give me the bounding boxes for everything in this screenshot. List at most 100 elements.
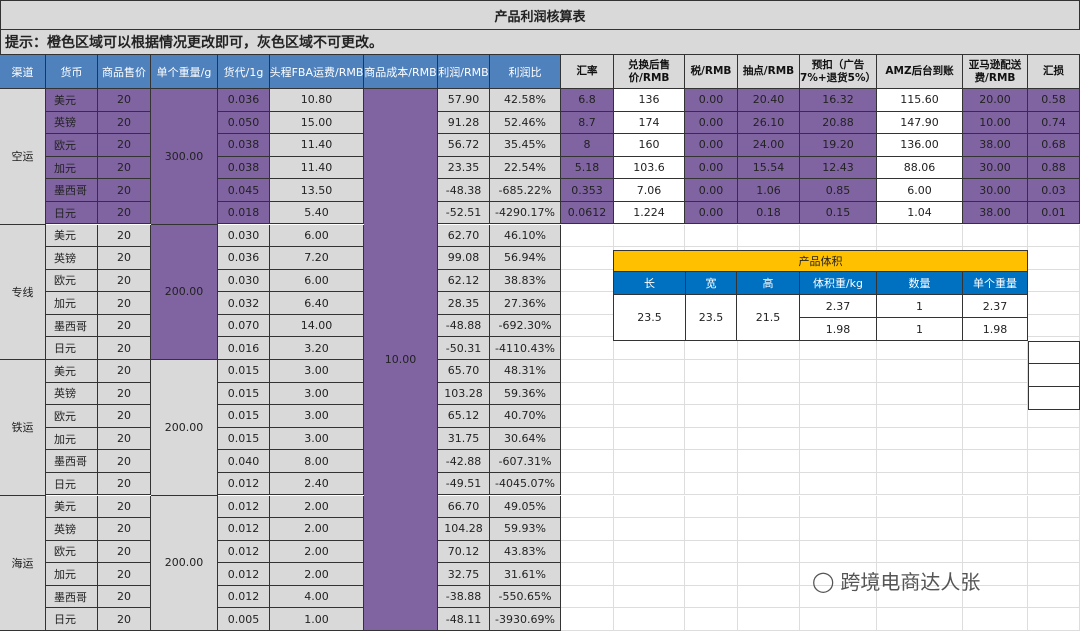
price-cell[interactable]: 20 xyxy=(98,405,151,428)
empty-cell[interactable] xyxy=(1028,518,1080,541)
empty-cell[interactable] xyxy=(877,540,963,564)
profit-cell[interactable]: 66.70 xyxy=(438,495,490,519)
price-cell[interactable]: 20 xyxy=(98,337,151,360)
empty-cell[interactable] xyxy=(1028,247,1080,270)
empty-cell[interactable] xyxy=(963,563,1028,586)
freight-rate-cell[interactable]: 0.012 xyxy=(218,495,270,519)
empty-cell[interactable] xyxy=(1028,450,1080,473)
profit-cell[interactable]: 103.28 xyxy=(438,382,490,406)
column-header[interactable]: 货币 xyxy=(46,55,98,89)
currency-cell[interactable]: 英镑 xyxy=(46,111,98,135)
fba-fee-cell[interactable]: 5.40 xyxy=(270,201,364,225)
empty-cell[interactable] xyxy=(963,540,1028,564)
empty-cell[interactable] xyxy=(561,224,614,248)
empty-cell[interactable] xyxy=(1028,540,1080,564)
empty-cell[interactable] xyxy=(1028,608,1080,631)
converted-price-cell[interactable]: 174 xyxy=(614,111,685,135)
freight-rate-cell[interactable]: 0.050 xyxy=(218,111,270,135)
empty-cell[interactable] xyxy=(963,405,1028,428)
fba-delivery-fee-cell[interactable]: 30.00 xyxy=(963,156,1028,180)
empty-cell[interactable] xyxy=(738,608,800,631)
empty-cell[interactable] xyxy=(738,540,800,564)
empty-cell[interactable] xyxy=(800,518,877,541)
empty-cell[interactable] xyxy=(614,495,685,519)
fba-fee-cell[interactable]: 13.50 xyxy=(270,179,364,202)
empty-cell[interactable] xyxy=(685,608,738,631)
exchange-rate-cell[interactable]: 6.8 xyxy=(561,89,614,112)
empty-cell[interactable] xyxy=(561,608,614,631)
commission-cell[interactable]: 0.18 xyxy=(738,201,800,225)
freight-rate-cell[interactable]: 0.012 xyxy=(218,563,270,586)
fba-fee-cell[interactable]: 11.40 xyxy=(270,156,364,180)
profit-cell[interactable]: 56.72 xyxy=(438,134,490,157)
column-header[interactable]: 抽点/RMB xyxy=(738,55,800,89)
empty-cell[interactable] xyxy=(963,427,1028,451)
width-cell[interactable]: 23.5 xyxy=(686,295,737,341)
empty-cell[interactable] xyxy=(877,405,963,428)
empty-cell[interactable] xyxy=(1028,341,1080,364)
empty-cell[interactable] xyxy=(685,450,738,473)
fba-fee-cell[interactable]: 3.00 xyxy=(270,360,364,383)
unit-weight-cell[interactable]: 2.37 xyxy=(963,295,1028,318)
empty-cell[interactable] xyxy=(561,472,614,496)
column-header[interactable]: 税/RMB xyxy=(685,55,738,89)
price-cell[interactable]: 20 xyxy=(98,224,151,248)
profit-ratio-cell[interactable]: 43.83% xyxy=(490,540,561,564)
length-cell[interactable]: 23.5 xyxy=(613,295,686,341)
empty-cell[interactable] xyxy=(1028,427,1080,451)
amz-payout-cell[interactable]: 6.00 xyxy=(877,179,963,202)
quantity-cell[interactable]: 1 xyxy=(877,318,963,341)
exchange-rate-cell[interactable]: 5.18 xyxy=(561,156,614,180)
empty-cell[interactable] xyxy=(738,427,800,451)
withholding-cell[interactable]: 0.15 xyxy=(800,201,877,225)
converted-price-cell[interactable]: 103.6 xyxy=(614,156,685,180)
empty-cell[interactable] xyxy=(963,495,1028,519)
profit-ratio-cell[interactable]: -550.65% xyxy=(490,585,561,609)
profit-ratio-cell[interactable]: 35.45% xyxy=(490,134,561,157)
empty-cell[interactable] xyxy=(963,585,1028,609)
currency-cell[interactable]: 欧元 xyxy=(46,269,98,293)
fba-fee-cell[interactable]: 2.40 xyxy=(270,472,364,496)
converted-price-cell[interactable]: 7.06 xyxy=(614,179,685,202)
profit-ratio-cell[interactable]: -4290.17% xyxy=(490,201,561,225)
empty-cell[interactable] xyxy=(963,224,1028,248)
freight-rate-cell[interactable]: 0.038 xyxy=(218,156,270,180)
price-cell[interactable]: 20 xyxy=(98,585,151,609)
empty-cell[interactable] xyxy=(614,450,685,473)
empty-cell[interactable] xyxy=(877,472,963,496)
commission-cell[interactable]: 20.40 xyxy=(738,89,800,112)
empty-cell[interactable] xyxy=(561,585,614,609)
profit-ratio-cell[interactable]: 52.46% xyxy=(490,111,561,135)
amz-payout-cell[interactable]: 136.00 xyxy=(877,134,963,157)
empty-cell[interactable] xyxy=(614,563,685,586)
empty-cell[interactable] xyxy=(1028,364,1080,387)
fba-fee-cell[interactable]: 11.40 xyxy=(270,134,364,157)
profit-cell[interactable]: 65.70 xyxy=(438,360,490,383)
empty-cell[interactable] xyxy=(685,540,738,564)
price-cell[interactable]: 20 xyxy=(98,427,151,451)
empty-cell[interactable] xyxy=(963,360,1028,383)
empty-cell[interactable] xyxy=(685,585,738,609)
withholding-cell[interactable]: 16.32 xyxy=(800,89,877,112)
freight-rate-cell[interactable]: 0.036 xyxy=(218,247,270,270)
commission-cell[interactable]: 15.54 xyxy=(738,156,800,180)
fba-fee-cell[interactable]: 2.00 xyxy=(270,518,364,541)
empty-cell[interactable] xyxy=(963,608,1028,631)
currency-cell[interactable]: 日元 xyxy=(46,472,98,496)
commission-cell[interactable]: 24.00 xyxy=(738,134,800,157)
fba-fee-cell[interactable]: 1.00 xyxy=(270,608,364,631)
column-header[interactable]: 渠道 xyxy=(0,55,46,89)
empty-cell[interactable] xyxy=(1028,269,1080,293)
freight-rate-cell[interactable]: 0.012 xyxy=(218,472,270,496)
empty-cell[interactable] xyxy=(614,518,685,541)
empty-cell[interactable] xyxy=(800,382,877,406)
currency-cell[interactable]: 美元 xyxy=(46,89,98,112)
profit-ratio-cell[interactable]: -685.22% xyxy=(490,179,561,202)
fba-fee-cell[interactable]: 4.00 xyxy=(270,585,364,609)
fba-fee-cell[interactable]: 14.00 xyxy=(270,314,364,338)
fba-fee-cell[interactable]: 10.80 xyxy=(270,89,364,112)
empty-cell[interactable] xyxy=(561,518,614,541)
height-cell[interactable]: 21.5 xyxy=(737,295,800,341)
fba-fee-cell[interactable]: 2.00 xyxy=(270,495,364,519)
empty-cell[interactable] xyxy=(1028,314,1080,338)
